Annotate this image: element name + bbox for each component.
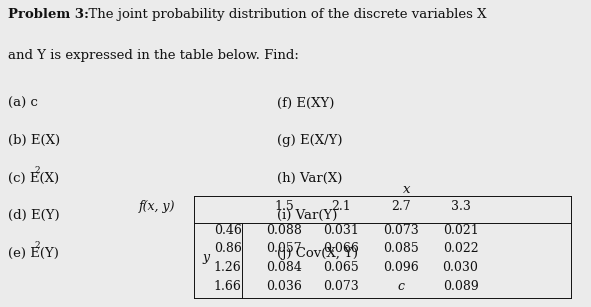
- Text: Problem 3:: Problem 3:: [8, 8, 89, 21]
- Text: 2.7: 2.7: [392, 200, 411, 213]
- Text: 0.036: 0.036: [266, 280, 302, 293]
- Text: 2: 2: [34, 166, 40, 175]
- Text: 0.073: 0.073: [384, 224, 420, 237]
- Text: f(x, y): f(x, y): [139, 200, 176, 213]
- Text: 0.022: 0.022: [443, 243, 478, 255]
- Text: (b) E(X): (b) E(X): [8, 134, 60, 147]
- Text: (e) E(Y): (e) E(Y): [8, 247, 59, 259]
- Text: 0.088: 0.088: [266, 224, 302, 237]
- Text: 0.86: 0.86: [214, 243, 242, 255]
- Text: x: x: [402, 183, 410, 196]
- Text: 0.030: 0.030: [443, 261, 479, 274]
- Text: 0.46: 0.46: [214, 224, 242, 237]
- Text: 2.1: 2.1: [331, 200, 350, 213]
- Text: 2: 2: [34, 241, 40, 250]
- Text: 1.5: 1.5: [274, 200, 294, 213]
- Text: c: c: [398, 280, 405, 293]
- Text: 1.26: 1.26: [214, 261, 242, 274]
- Text: 0.031: 0.031: [323, 224, 359, 237]
- Text: (d) E(Y): (d) E(Y): [8, 209, 59, 222]
- Text: 0.057: 0.057: [266, 243, 301, 255]
- Text: 0.073: 0.073: [323, 280, 359, 293]
- Text: 0.066: 0.066: [323, 243, 359, 255]
- Text: 0.065: 0.065: [323, 261, 359, 274]
- Text: 0.021: 0.021: [443, 224, 479, 237]
- Text: 1.66: 1.66: [214, 280, 242, 293]
- Text: (a) c: (a) c: [8, 97, 37, 110]
- Text: y: y: [202, 251, 209, 264]
- Text: 0.084: 0.084: [266, 261, 302, 274]
- Text: The joint probability distribution of the discrete variables X: The joint probability distribution of th…: [80, 8, 486, 21]
- Text: 3.3: 3.3: [450, 200, 470, 213]
- Text: 0.089: 0.089: [443, 280, 479, 293]
- Text: (g) E(X/Y): (g) E(X/Y): [277, 134, 342, 147]
- Text: (i) Var(Y): (i) Var(Y): [277, 209, 337, 222]
- Text: (c) E(X): (c) E(X): [8, 172, 59, 185]
- Text: (f) E(XY): (f) E(XY): [277, 97, 335, 110]
- Text: 0.085: 0.085: [384, 243, 420, 255]
- Text: and Y is expressed in the table below. Find:: and Y is expressed in the table below. F…: [8, 49, 298, 62]
- Text: (j) Cov(X, Y): (j) Cov(X, Y): [277, 247, 358, 259]
- Text: (h) Var(X): (h) Var(X): [277, 172, 342, 185]
- Text: 0.096: 0.096: [384, 261, 420, 274]
